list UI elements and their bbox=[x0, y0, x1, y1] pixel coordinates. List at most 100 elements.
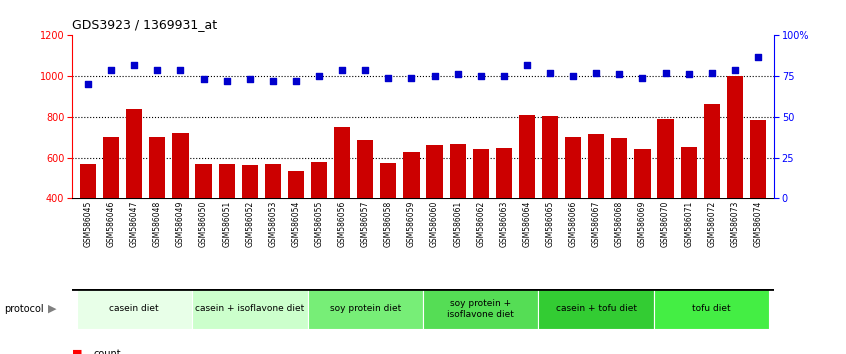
Bar bbox=[265, 164, 281, 198]
Bar bbox=[76, 289, 192, 329]
Text: GSM586064: GSM586064 bbox=[523, 201, 531, 247]
Point bbox=[312, 73, 326, 79]
Text: GSM586058: GSM586058 bbox=[384, 201, 393, 247]
Point bbox=[335, 67, 349, 73]
Text: GSM586061: GSM586061 bbox=[453, 201, 462, 247]
Text: GSM586057: GSM586057 bbox=[360, 201, 370, 247]
Text: GSM586073: GSM586073 bbox=[730, 201, 739, 247]
Text: GSM586046: GSM586046 bbox=[107, 201, 116, 247]
Point bbox=[751, 54, 765, 59]
Bar bbox=[727, 76, 743, 198]
Point bbox=[682, 72, 695, 77]
Bar bbox=[542, 116, 558, 198]
Bar bbox=[496, 148, 512, 198]
Point bbox=[197, 76, 211, 82]
Text: GSM586052: GSM586052 bbox=[245, 201, 255, 247]
Bar bbox=[473, 149, 489, 198]
Point bbox=[289, 78, 303, 84]
Bar bbox=[195, 164, 212, 198]
Point bbox=[173, 67, 187, 73]
Point bbox=[81, 81, 95, 87]
Text: ■: ■ bbox=[72, 349, 82, 354]
Bar bbox=[519, 115, 535, 198]
Bar bbox=[334, 127, 350, 198]
Point bbox=[151, 67, 164, 73]
Bar bbox=[634, 149, 651, 198]
Bar bbox=[357, 140, 373, 198]
Point bbox=[382, 75, 395, 81]
Point bbox=[613, 72, 626, 77]
Text: protocol: protocol bbox=[4, 304, 44, 314]
Point bbox=[220, 78, 233, 84]
Point bbox=[359, 67, 372, 73]
Point bbox=[635, 75, 649, 81]
Text: GSM586070: GSM586070 bbox=[661, 201, 670, 247]
Point bbox=[659, 70, 673, 76]
Point bbox=[566, 73, 580, 79]
Text: GSM586072: GSM586072 bbox=[707, 201, 717, 247]
Text: GSM586048: GSM586048 bbox=[153, 201, 162, 247]
Bar bbox=[126, 109, 142, 198]
Text: GDS3923 / 1369931_at: GDS3923 / 1369931_at bbox=[72, 18, 217, 31]
Text: GSM586059: GSM586059 bbox=[407, 201, 416, 247]
Text: GSM586045: GSM586045 bbox=[84, 201, 92, 247]
Bar bbox=[242, 165, 258, 198]
Point bbox=[404, 75, 418, 81]
Point bbox=[590, 70, 603, 76]
Bar bbox=[539, 289, 654, 329]
Text: GSM586071: GSM586071 bbox=[684, 201, 693, 247]
Bar bbox=[103, 137, 119, 198]
Bar bbox=[173, 133, 189, 198]
Text: count: count bbox=[93, 349, 121, 354]
Bar bbox=[192, 289, 307, 329]
Bar bbox=[426, 145, 442, 198]
Bar bbox=[612, 138, 628, 198]
Point bbox=[128, 62, 141, 68]
Bar bbox=[588, 134, 604, 198]
Text: GSM586056: GSM586056 bbox=[338, 201, 347, 247]
Text: casein diet: casein diet bbox=[109, 304, 159, 313]
Text: casein + isoflavone diet: casein + isoflavone diet bbox=[195, 304, 305, 313]
Point bbox=[474, 73, 487, 79]
Text: GSM586054: GSM586054 bbox=[292, 201, 300, 247]
Bar bbox=[218, 164, 234, 198]
Bar bbox=[704, 104, 720, 198]
Bar bbox=[449, 144, 466, 198]
Text: soy protein +
isoflavone diet: soy protein + isoflavone diet bbox=[448, 299, 514, 319]
Bar bbox=[80, 164, 96, 198]
Text: GSM586053: GSM586053 bbox=[268, 201, 277, 247]
Bar bbox=[404, 153, 420, 198]
Bar bbox=[657, 119, 673, 198]
Text: GSM586050: GSM586050 bbox=[199, 201, 208, 247]
Bar bbox=[380, 162, 397, 198]
Text: GSM586062: GSM586062 bbox=[476, 201, 486, 247]
Point bbox=[728, 67, 742, 73]
Bar bbox=[680, 147, 697, 198]
Bar bbox=[307, 289, 423, 329]
Text: ▶: ▶ bbox=[48, 304, 57, 314]
Text: GSM586069: GSM586069 bbox=[638, 201, 647, 247]
Text: GSM586063: GSM586063 bbox=[499, 201, 508, 247]
Text: tofu diet: tofu diet bbox=[692, 304, 731, 313]
Text: soy protein diet: soy protein diet bbox=[330, 304, 401, 313]
Point bbox=[104, 67, 118, 73]
Bar bbox=[149, 137, 166, 198]
Point bbox=[451, 72, 464, 77]
Text: GSM586051: GSM586051 bbox=[222, 201, 231, 247]
Bar bbox=[311, 161, 327, 198]
Bar bbox=[423, 289, 539, 329]
Point bbox=[497, 73, 511, 79]
Text: GSM586065: GSM586065 bbox=[546, 201, 554, 247]
Point bbox=[520, 62, 534, 68]
Point bbox=[266, 78, 280, 84]
Text: GSM586074: GSM586074 bbox=[754, 201, 762, 247]
Text: GSM586060: GSM586060 bbox=[430, 201, 439, 247]
Point bbox=[243, 76, 256, 82]
Point bbox=[428, 73, 442, 79]
Text: GSM586047: GSM586047 bbox=[129, 201, 139, 247]
Bar bbox=[288, 171, 304, 198]
Text: GSM586066: GSM586066 bbox=[569, 201, 578, 247]
Bar bbox=[654, 289, 770, 329]
Text: GSM586055: GSM586055 bbox=[315, 201, 323, 247]
Bar bbox=[750, 120, 766, 198]
